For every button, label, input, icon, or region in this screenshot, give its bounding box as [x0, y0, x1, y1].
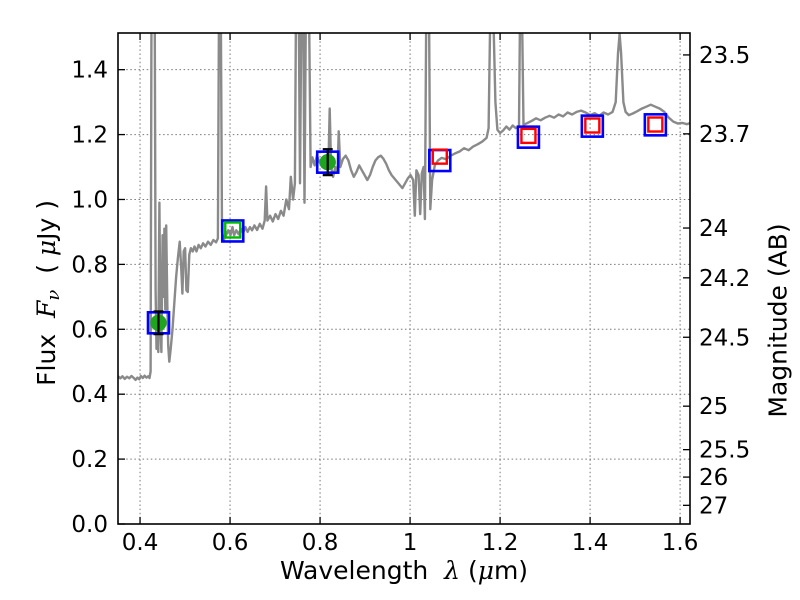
blue-open-square-marker: [580, 114, 605, 138]
x-tick-label: 0.8: [302, 530, 339, 556]
red-open-square-marker: [584, 117, 601, 134]
model-spectrum-line: [118, 33, 690, 382]
tick-labels: 0.4 0.6 0.8 1 1.2 1.4 1.6 0.0 0.2 0.4 0.6 0.8 1.0 1.2…: [71, 43, 750, 556]
tick-marks: [118, 33, 690, 525]
photometry-markers: [146, 113, 668, 336]
left-y-tick-label: 0.6: [71, 317, 108, 343]
x-axis-label: Wavelength λ (μm): [279, 556, 529, 585]
red-open-square-marker: [431, 148, 448, 165]
x-tick-label: 1.4: [572, 530, 609, 556]
right-y-tick-label: 27: [699, 493, 728, 519]
right-y-tick-label: 23.5: [699, 43, 750, 69]
right-y-tick-label: 24: [699, 216, 728, 242]
right-y-tick-label: 24.5: [699, 325, 750, 351]
errorbar: [322, 148, 333, 177]
errorbar: [153, 310, 164, 336]
blue-open-square-marker: [516, 125, 541, 149]
blue-open-square-marker: [220, 219, 245, 243]
right-y-tick-label: 25.5: [699, 438, 750, 464]
x-tick-label: 1.6: [662, 530, 699, 556]
right-y-tick-label: 25: [699, 394, 728, 420]
x-tick-label: 0.6: [212, 530, 249, 556]
left-y-tick-label: 0.4: [71, 382, 108, 408]
green-open-square-marker: [224, 221, 242, 239]
spectrum-group: [118, 33, 690, 382]
red-open-square-marker: [647, 116, 664, 133]
left-y-tick-label: 1.0: [71, 187, 108, 213]
left-y-axis-label: Flux Fν ( μJy ): [32, 199, 64, 386]
blue-open-square-marker: [643, 113, 668, 137]
left-y-tick-label: 0.0: [71, 512, 108, 538]
left-y-tick-label: 0.8: [71, 252, 108, 278]
x-tick-label: 1: [403, 530, 418, 556]
left-y-tick-label: 1.2: [71, 123, 108, 149]
red-open-square-marker: [520, 127, 537, 145]
right-y-axis-label: Magnitude (AB): [763, 223, 793, 418]
left-y-tick-label: 0.2: [71, 447, 108, 473]
right-y-tick-label: 26: [699, 465, 728, 491]
x-tick-label: 1.2: [482, 530, 519, 556]
right-y-tick-label: 23.7: [699, 122, 750, 148]
right-y-tick-label: 24.2: [699, 266, 750, 292]
left-y-tick-label: 1.4: [71, 58, 108, 84]
x-tick-label: 0.4: [122, 530, 159, 556]
gridlines: [118, 33, 690, 524]
axes-frame: [117, 32, 691, 525]
